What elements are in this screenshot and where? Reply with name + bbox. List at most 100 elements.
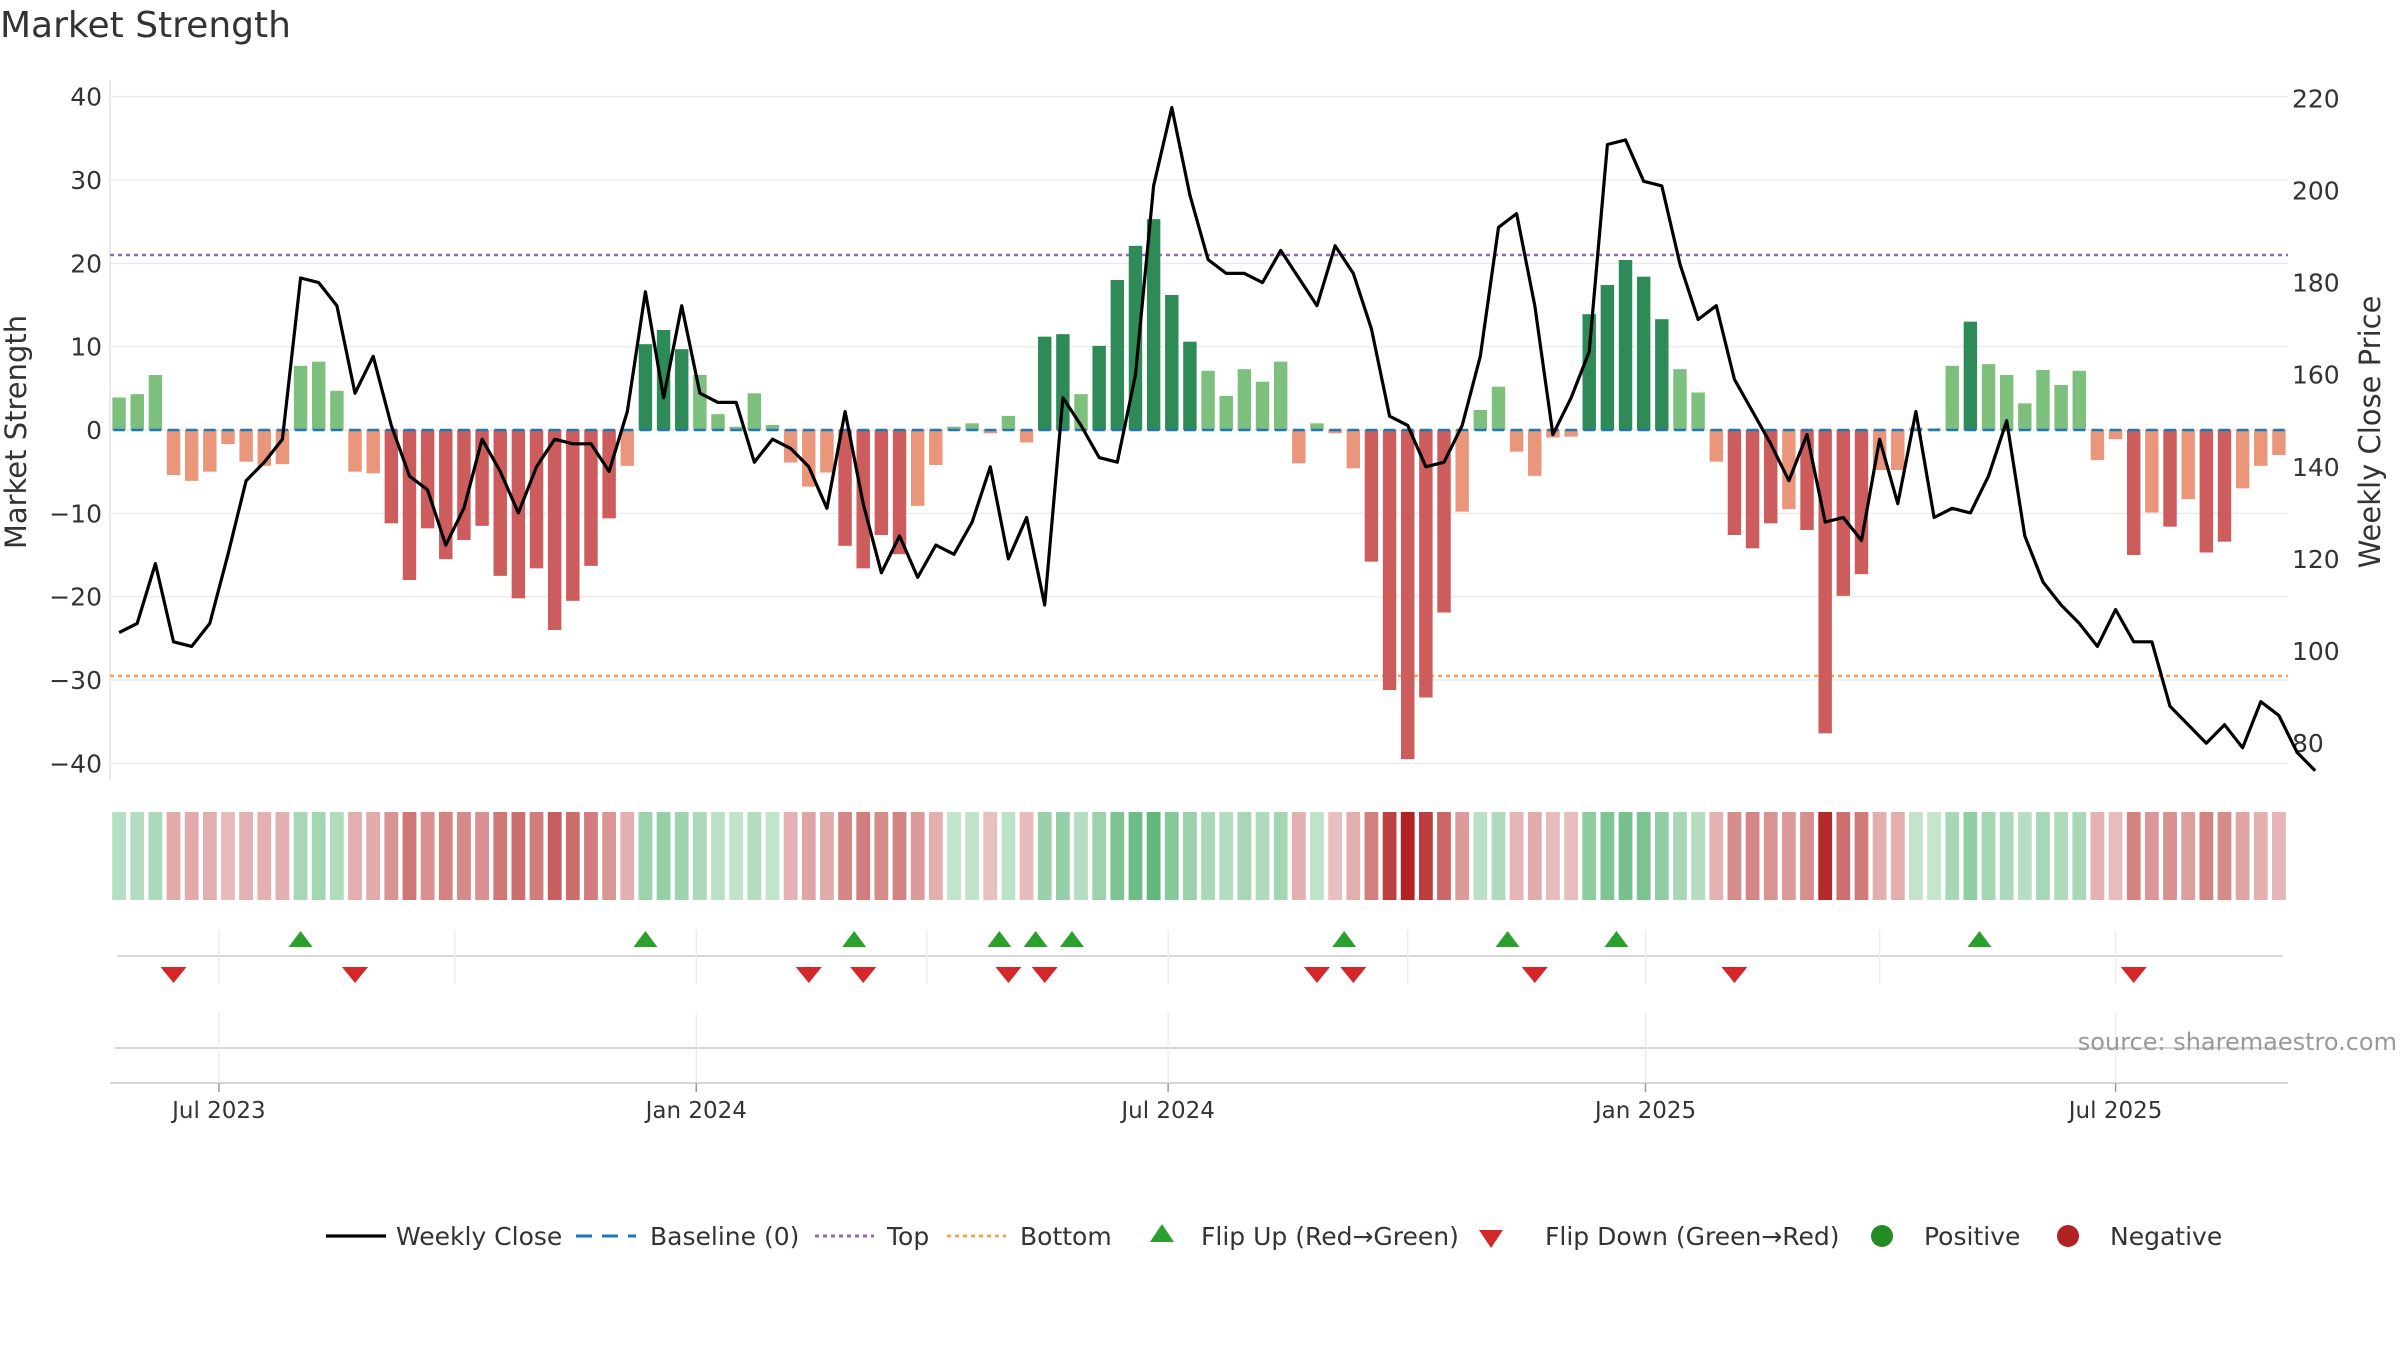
heat-cell <box>1364 812 1379 900</box>
heat-cell <box>1473 812 1488 900</box>
y-tick-label: −10 <box>49 499 102 528</box>
strength-bar <box>2090 430 2105 460</box>
heat-cell <box>1709 812 1724 900</box>
strength-bar <box>1582 314 1596 430</box>
strength-bar <box>420 430 435 529</box>
strength-bar <box>910 430 925 506</box>
heat-cell <box>910 812 925 900</box>
heat-cell <box>547 812 562 900</box>
heat-cell <box>2163 812 2177 900</box>
y2-tick-label: 220 <box>2292 84 2340 113</box>
strength-bar <box>2272 430 2286 455</box>
legend-baseline: Baseline (0) <box>650 1222 799 1251</box>
strength-bar <box>1636 276 1651 430</box>
strength-bar <box>638 344 653 430</box>
strength-bar <box>166 430 181 475</box>
heat-cell <box>602 812 617 900</box>
flip-markers <box>160 931 2147 983</box>
strength-bar <box>1019 430 1034 443</box>
legend-flip-down: Flip Down (Green→Red) <box>1545 1222 1840 1251</box>
heat-cell <box>1455 812 1470 900</box>
strength-bar <box>892 430 907 555</box>
heat-cell <box>239 812 254 900</box>
y-tick-label: 0 <box>86 416 102 445</box>
heat-cell <box>1273 812 1288 900</box>
heat-cell <box>257 812 272 900</box>
chart-title: Market Strength <box>0 5 291 46</box>
strength-bar <box>1600 285 1615 430</box>
heat-cell <box>457 812 471 900</box>
strength-bar <box>1110 280 1125 430</box>
x-tick-label: Jul 2025 <box>2067 1098 2163 1124</box>
heat-cell <box>1037 812 1052 900</box>
strength-bar <box>1292 430 1306 464</box>
heat-cell <box>221 812 235 900</box>
heat-cell <box>1400 812 1415 900</box>
strength-bar <box>1745 430 1760 549</box>
strength-bar <box>2127 430 2141 555</box>
heat-cell <box>638 812 653 900</box>
strength-bar <box>1455 430 1469 512</box>
heat-cell <box>1346 812 1361 900</box>
strength-bar <box>1056 334 1070 430</box>
strength-bar <box>130 394 144 430</box>
strength-bar <box>1818 430 1832 734</box>
strength-bar <box>1963 321 1978 430</box>
strength-heat-strip <box>112 812 2286 900</box>
heat-cell <box>2253 812 2268 900</box>
strength-bar <box>330 390 344 430</box>
legend-flip-down-icon <box>1479 1230 1503 1248</box>
heat-cell <box>166 812 181 900</box>
strength-bar <box>384 430 399 524</box>
flip-signal-panel <box>110 930 2288 1084</box>
heat-cell <box>1999 812 2014 900</box>
heat-cell <box>1001 812 1016 900</box>
heat-cell <box>511 812 526 900</box>
flip-down-marker <box>995 967 1022 983</box>
strength-bar <box>2108 430 2123 440</box>
strength-bar <box>2145 430 2159 513</box>
flip-down-marker <box>2120 967 2147 983</box>
strength-bar <box>1509 430 1524 452</box>
heat-cell <box>1092 812 1107 900</box>
strength-bar <box>2072 370 2086 430</box>
y-tick-label: −20 <box>49 583 102 612</box>
weekly-close-line <box>118 106 2317 772</box>
strength-bar <box>1165 295 1179 430</box>
legend-bottom: Bottom <box>1020 1222 1112 1251</box>
y-tick-label: −30 <box>49 666 102 695</box>
strength-bar <box>1401 430 1415 760</box>
flip-down-marker <box>1303 967 1330 983</box>
heat-cell <box>2036 812 2050 900</box>
strength-bar <box>1092 345 1106 430</box>
legend-flip-up-icon <box>1150 1224 1174 1242</box>
heat-cell <box>1146 812 1161 900</box>
heat-cell <box>1491 812 1506 900</box>
heat-cell <box>1055 812 1070 900</box>
strength-bar <box>1328 430 1342 434</box>
y2-tick-label: 200 <box>2292 177 2340 206</box>
heat-cell <box>965 812 980 900</box>
strength-bar <box>1891 430 1905 470</box>
strength-bar <box>656 330 671 430</box>
strength-bar <box>820 430 834 473</box>
strength-bar <box>1782 430 1796 510</box>
heat-cell <box>366 812 381 900</box>
heat-cell <box>1183 812 1197 900</box>
heat-cell <box>711 812 725 900</box>
heat-cell <box>1963 812 1978 900</box>
legend-negative-icon <box>2057 1225 2079 1247</box>
strength-bar <box>1364 430 1379 562</box>
y-axis-ticks: 40 30 20 10 0 −10 −20 −30 −40 <box>49 83 102 779</box>
legend-flip-up: Flip Up (Red→Green) <box>1201 1222 1459 1251</box>
heat-cell <box>801 812 816 900</box>
legend-positive-icon <box>1871 1225 1893 1247</box>
heat-cell <box>1727 812 1742 900</box>
heat-cell <box>1800 812 1814 900</box>
heat-cell <box>1854 812 1869 900</box>
flip-down-marker <box>850 967 877 983</box>
heat-cell <box>1636 812 1651 900</box>
x-tick-label: Jan 2025 <box>1593 1098 1696 1124</box>
